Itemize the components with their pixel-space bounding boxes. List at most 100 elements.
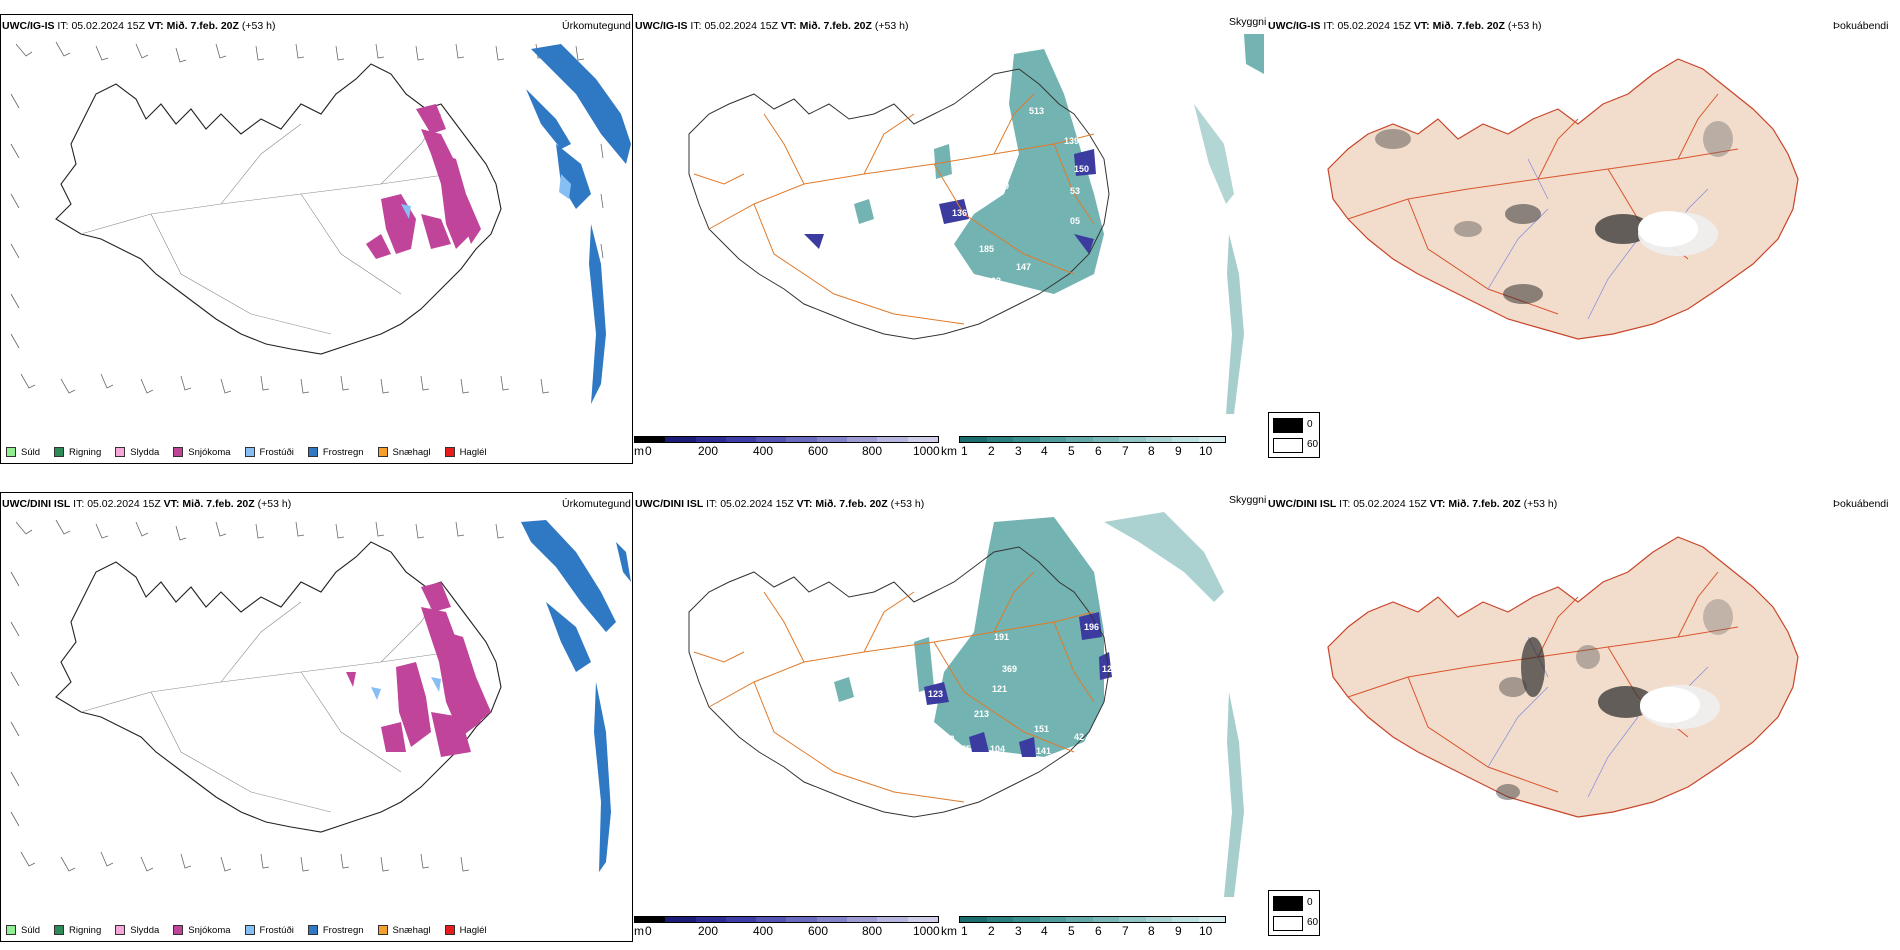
precip-map-bottom [10,519,631,872]
cloud-header-top: UWC/IG-IS IT: 05.02.2024 15Z VT: Mið. 7.… [635,20,908,36]
cloud-label: 42 [1074,732,1084,742]
scale-tick: 200 [698,444,719,458]
scale-tick: 8 [1148,444,1155,458]
scale-unit: km [941,444,957,458]
cloud-labels: 269 513 139 680 75 136 150 949 53 05 17 … [772,106,1105,286]
it-label: IT: [690,20,702,32]
scale-tick: 4 [1041,444,1048,458]
legend-item: Frostregn [307,447,364,458]
scale-tick: 1000 [913,444,940,458]
vt-value: Mið. 7.feb. 20Z [166,20,239,32]
cloud-label: 269 [994,118,1009,128]
cloud-base-areas [924,612,1112,757]
fog-scale-top: 0 60 [1268,412,1320,458]
fog-shading [1496,599,1733,800]
fog-scale-high: 0 [1307,897,1313,908]
cloud-label: 139 [1064,136,1079,146]
lead-time: (+53 h) [1523,498,1558,510]
roads [80,591,452,813]
scale-tick: 400 [753,444,774,458]
scale-unit: m [634,444,644,458]
cloud-label: 949 [1090,176,1105,186]
scale-tick: 2 [988,924,995,938]
scale-tick: 1 [961,924,968,938]
rivers [1487,158,1709,320]
scale-tick: 5 [1068,444,1075,458]
scale-tick: 200 [698,924,719,938]
precip-map-top [10,41,631,404]
cloud-map-bottom: 196 121 191 369 121 213 123 113 175 104 … [688,512,1244,897]
legend-item: Rigning [54,447,101,458]
fog-scale-low: 60 [1307,439,1319,450]
cloud-label: 05 [1070,216,1080,226]
legend-item: Slydda [115,447,159,458]
fog-title-bottom: Þokuábendi [1833,498,1889,510]
scale-tick: 4 [1041,924,1048,938]
cloud-label: 75 [964,194,974,204]
vt-label: VT: [147,20,164,32]
snow-areas [346,582,491,757]
fog-map-bottom [1327,536,1799,818]
scale-tick: 0 [645,924,652,938]
scale-tick: 5 [1068,924,1075,938]
model-name: UWC/DINI ISL [635,498,704,510]
vt-label: VT: [1413,20,1430,32]
fog-map-top [1327,58,1799,340]
visibility-scale-bottom: km 1 2 3 4 5 6 7 8 9 10 [941,916,1226,938]
scale-tick: 800 [862,444,883,458]
precip-panel-top: UWC/IG-IS IT: 05.02.2024 15Z VT: Mið. 7.… [0,14,633,464]
cloud-label: 302 [986,276,1001,286]
cloud-label: 121 [992,684,1007,694]
cloud-label: 53 [1070,186,1080,196]
cloud-label: 147 [1016,262,1031,272]
vt-label: VT: [796,498,813,510]
scale-tick: 7 [1122,924,1129,938]
cloud-label: 196 [1084,622,1099,632]
model-name: UWC/IG-IS [635,20,688,32]
cloud-label: 104 [990,744,1005,754]
roads [80,113,452,335]
it-label: IT: [706,498,718,510]
scale-tick: 600 [808,444,829,458]
scale-unit: m [634,924,644,938]
it-value: 05.02.2024 15Z [1353,498,1427,510]
scale-tick: 6 [1095,924,1102,938]
precip-title-top: Úrkomutegund [562,20,631,32]
visibility-scale-top: km 1 2 3 4 5 6 7 8 9 10 [941,436,1226,458]
vt-value: Mið. 7.feb. 20Z [1432,20,1505,32]
precip-header-top: UWC/IG-IS IT: 05.02.2024 15Z VT: Mið. 7.… [2,20,275,36]
scale-unit: km [941,924,957,938]
cloud-label: 185 [979,244,994,254]
wind-barbs [10,519,545,872]
cloud-label: 147 [926,261,941,271]
scale-tick: 1000 [913,924,940,938]
scale-tick: 600 [808,924,829,938]
model-name: UWC/IG-IS [2,20,55,32]
it-value: 05.02.2024 15Z [71,20,145,32]
cloud-label: 123 [928,689,943,699]
iceland-fill [1327,536,1799,818]
cloud-label: 151 [1034,724,1049,734]
lead-time: (+53 h) [890,498,925,510]
legend-item: Haglél [444,447,487,458]
freezing-drizzle-areas [371,677,441,700]
scale-tick: 9 [1175,444,1182,458]
cloud-label: 175 [956,744,971,754]
fog-panel-top: UWC/IG-IS IT: 05.02.2024 15Z VT: Mið. 7.… [1268,14,1900,464]
lead-time: (+53 h) [257,498,292,510]
precip-header-bottom: UWC/DINI ISL IT: 05.02.2024 15Z VT: Mið.… [2,498,291,514]
freezing-rain-areas [526,44,631,404]
snow-areas [366,104,481,259]
wind-barbs [10,41,604,394]
it-value: 05.02.2024 15Z [87,498,161,510]
scale-tick: 7 [1122,444,1129,458]
fog-header-top: UWC/IG-IS IT: 05.02.2024 15Z VT: Mið. 7.… [1268,20,1541,36]
scale-tick: 3 [1015,444,1022,458]
cloud-panel-bottom: UWC/DINI ISL IT: 05.02.2024 15Z VT: Mið.… [634,492,1267,942]
cloud-map-top: 269 513 139 680 75 136 150 949 53 05 17 … [688,34,1264,414]
vt-label: VT: [163,498,180,510]
cloud-panel-top: UWC/IG-IS IT: 05.02.2024 15Z VT: Mið. 7.… [634,14,1267,464]
scale-tick: 1 [961,444,968,458]
precip-panel-bottom: UWC/DINI ISL IT: 05.02.2024 15Z VT: Mið.… [0,492,633,942]
legend-item: Snæhagl [377,447,431,458]
